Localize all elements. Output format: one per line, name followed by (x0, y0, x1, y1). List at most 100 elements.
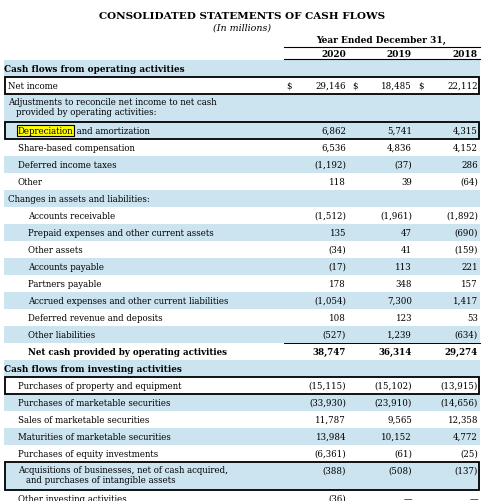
Text: Maturities of marketable securities: Maturities of marketable securities (18, 432, 171, 441)
Text: 135: 135 (330, 228, 346, 237)
Text: 123: 123 (395, 313, 412, 322)
Text: 9,565: 9,565 (387, 415, 412, 424)
Text: 53: 53 (467, 313, 478, 322)
Bar (5, 377, 479, 394)
Text: Accounts payable: Accounts payable (28, 263, 104, 272)
Text: Other investing activities: Other investing activities (18, 494, 127, 501)
Text: 22,112: 22,112 (447, 82, 478, 91)
Bar (4, 259, 480, 276)
Text: (25): (25) (460, 449, 478, 458)
Text: 10,152: 10,152 (381, 432, 412, 441)
Bar (4, 310, 480, 326)
Bar (4, 490, 480, 501)
Text: (36): (36) (328, 494, 346, 501)
Text: (690): (690) (454, 228, 478, 237)
Text: Adjustments to reconcile net income to net cash: Adjustments to reconcile net income to n… (8, 98, 217, 107)
Text: (6,361): (6,361) (314, 449, 346, 458)
Text: 38,747: 38,747 (313, 347, 346, 356)
Bar (4, 377, 480, 394)
Text: 2019: 2019 (387, 50, 412, 59)
Text: (527): (527) (323, 330, 346, 339)
Text: Accrued expenses and other current liabilities: Accrued expenses and other current liabi… (28, 297, 228, 306)
Text: 11,787: 11,787 (315, 415, 346, 424)
Text: 118: 118 (329, 178, 346, 187)
Text: Other: Other (18, 178, 43, 187)
Text: 4,315: 4,315 (453, 127, 478, 136)
Text: 6,536: 6,536 (321, 144, 346, 153)
Text: 1,417: 1,417 (453, 297, 478, 306)
Text: Acquisitions of businesses, net of cash acquired,: Acquisitions of businesses, net of cash … (18, 465, 228, 474)
Text: $: $ (418, 82, 424, 91)
Text: (64): (64) (460, 178, 478, 187)
Text: 2020: 2020 (321, 50, 346, 59)
Text: Share-based compensation: Share-based compensation (18, 144, 135, 153)
Text: (37): (37) (394, 161, 412, 170)
Bar (4, 207, 480, 224)
Bar (4, 394, 480, 411)
Text: (33,930): (33,930) (309, 398, 346, 407)
Text: Purchases of marketable securities: Purchases of marketable securities (18, 398, 170, 407)
Bar (17, 126, 74, 137)
Text: 18,485: 18,485 (381, 82, 412, 91)
Bar (5, 123, 479, 140)
Text: Net cash provided by operating activities: Net cash provided by operating activitie… (28, 347, 227, 356)
Bar (4, 411, 480, 428)
Text: 348: 348 (395, 280, 412, 289)
Text: 113: 113 (395, 263, 412, 272)
Text: (13,915): (13,915) (440, 381, 478, 390)
Bar (4, 224, 480, 241)
Text: 41: 41 (401, 245, 412, 255)
Text: Cash flows from operating activities: Cash flows from operating activities (4, 65, 184, 74)
Text: 286: 286 (461, 161, 478, 170)
Bar (4, 174, 480, 190)
Text: Depreciation: Depreciation (18, 127, 74, 136)
Bar (4, 462, 480, 490)
Bar (4, 157, 480, 174)
Bar (17, 126, 74, 137)
Text: —: — (469, 494, 478, 501)
Text: Accounts receivable: Accounts receivable (28, 211, 115, 220)
Bar (4, 140, 480, 157)
Text: Purchases of property and equipment: Purchases of property and equipment (18, 381, 182, 390)
Text: (23,910): (23,910) (375, 398, 412, 407)
Text: and purchases of intangible assets: and purchases of intangible assets (26, 475, 176, 484)
Bar (4, 445, 480, 462)
Text: (17): (17) (328, 263, 346, 272)
Text: and amortization: and amortization (74, 127, 150, 136)
Text: (159): (159) (454, 245, 478, 255)
Bar (4, 343, 480, 360)
Text: Prepaid expenses and other current assets: Prepaid expenses and other current asset… (28, 228, 214, 237)
Text: Cash flows from investing activities: Cash flows from investing activities (4, 364, 182, 373)
Bar (4, 95, 480, 123)
Text: 47: 47 (401, 228, 412, 237)
Bar (4, 360, 480, 377)
Text: $: $ (286, 82, 291, 91)
Text: 4,772: 4,772 (453, 432, 478, 441)
Text: Deferred revenue and deposits: Deferred revenue and deposits (28, 313, 163, 322)
Text: 39: 39 (401, 178, 412, 187)
Text: (634): (634) (455, 330, 478, 339)
Text: (1,892): (1,892) (446, 211, 478, 220)
Text: 108: 108 (329, 313, 346, 322)
Text: Deferred income taxes: Deferred income taxes (18, 161, 117, 170)
Text: Changes in assets and liabilities:: Changes in assets and liabilities: (8, 194, 150, 203)
Text: 7,300: 7,300 (387, 297, 412, 306)
Bar (4, 241, 480, 259)
Text: 29,274: 29,274 (445, 347, 478, 356)
Text: (1,961): (1,961) (380, 211, 412, 220)
Text: (14,656): (14,656) (440, 398, 478, 407)
Text: —: — (403, 494, 412, 501)
Text: (137): (137) (454, 465, 478, 474)
Text: (34): (34) (328, 245, 346, 255)
Text: 157: 157 (461, 280, 478, 289)
Text: Other assets: Other assets (28, 245, 83, 255)
Text: (1,054): (1,054) (314, 297, 346, 306)
Text: (1,512): (1,512) (314, 211, 346, 220)
Text: (15,102): (15,102) (375, 381, 412, 390)
Text: $: $ (352, 82, 358, 91)
Text: (In millions): (In millions) (213, 24, 271, 33)
Text: (1,192): (1,192) (314, 161, 346, 170)
Text: 29,146: 29,146 (316, 82, 346, 91)
Bar (5, 462, 479, 490)
Text: 13,984: 13,984 (316, 432, 346, 441)
